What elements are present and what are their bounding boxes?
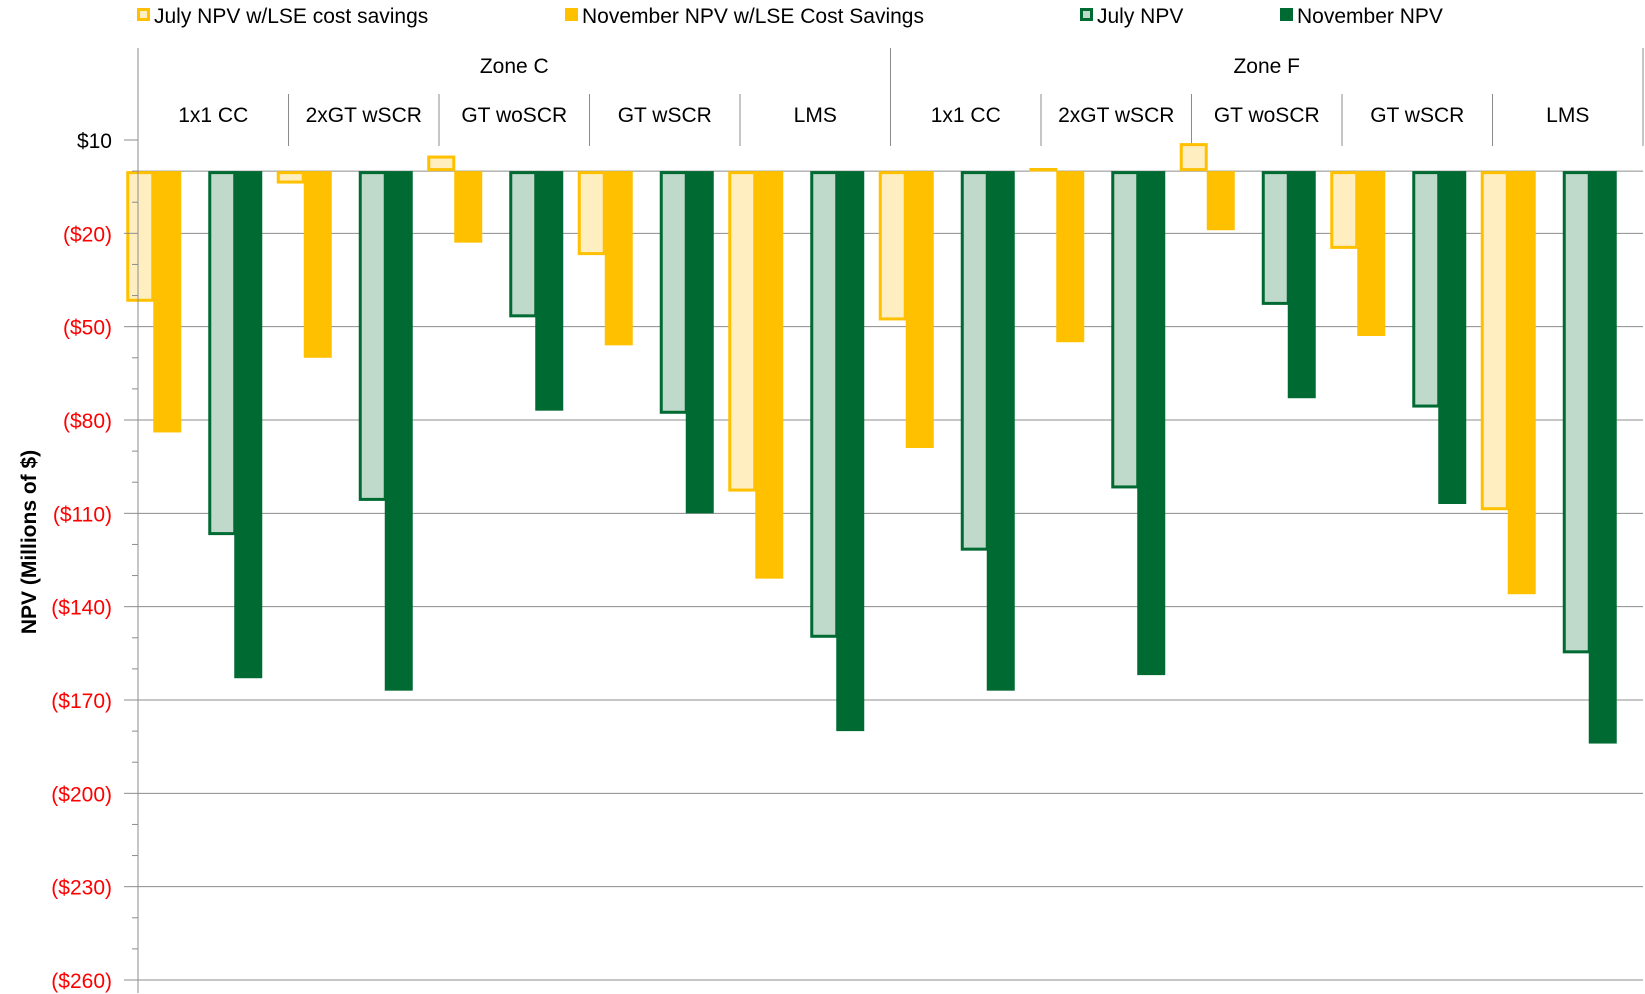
legend-label: November NPV [1297,5,1443,28]
y-tick-label: $10 [77,130,112,153]
y-tick-label: ($50) [63,317,112,340]
bar [427,155,456,172]
legend-label: July NPV w/LSE cost savings [154,5,428,28]
bar [1261,171,1290,305]
category-label: 2xGT wSCR [306,104,422,127]
bar [1330,171,1359,249]
bar [126,171,155,302]
legend-swatch [565,8,578,21]
bar [1357,171,1386,336]
y-tick-label: ($230) [51,877,112,900]
y-tick-label: ($200) [51,783,112,806]
bar [1029,168,1058,172]
bar [1206,171,1235,231]
category-label: GT woSCR [1214,104,1320,127]
bar [1179,143,1208,172]
bar [728,171,757,492]
category-label: GT woSCR [461,104,567,127]
bar [685,171,714,514]
bar [1507,171,1536,595]
legend-swatch [1280,8,1293,21]
category-label: LMS [1546,104,1589,127]
legend-label: November NPV w/LSE Cost Savings [582,5,924,28]
category-label: 2xGT wSCR [1058,104,1174,127]
category-label: GT wSCR [618,104,712,127]
bar [384,171,413,691]
bar [836,171,865,732]
bar [1111,171,1140,489]
bar [1137,171,1166,676]
bar [810,171,839,638]
bar [1588,171,1617,744]
bar [509,171,538,318]
legend-swatch [137,8,150,21]
y-axis: $10 ($20) ($50) ($80) ($110) ($140) ($170) ($20… [51,48,139,993]
bar [577,171,606,256]
bar [303,171,332,358]
category-header: 1x1 CC 2xGT wSCR GT woSCR GT wSCR LMS 1x1 CC 2… [137,48,1644,146]
zone-label: Zone F [1233,55,1300,78]
category-label: 1x1 CC [931,104,1001,127]
bar [234,171,263,679]
legend-swatch [1080,8,1093,21]
y-tick-label: ($170) [51,690,112,713]
bar [1056,171,1085,343]
category-label: 1x1 CC [178,104,248,127]
y-tick-label: ($140) [51,597,112,620]
legend-label: July NPV [1097,5,1183,28]
bar [1412,171,1441,408]
bar [755,171,784,579]
bar [276,171,305,184]
bar [1438,171,1467,504]
bar [986,171,1015,691]
bar [1480,171,1509,511]
bar [604,171,633,346]
bar [878,171,907,321]
bar [1287,171,1316,399]
y-axis-label: NPV (Millions of $) [18,450,41,634]
bar [905,171,934,448]
category-label: GT wSCR [1370,104,1464,127]
bar [358,171,387,501]
y-tick-label: ($80) [63,410,112,433]
legend: July NPV w/LSE cost savings November NPV … [137,5,1443,28]
bar [454,171,483,243]
bars [126,143,1617,744]
bar [1562,171,1591,654]
zone-label: Zone C [480,55,549,78]
bar [208,171,237,536]
y-tick-label: ($20) [63,223,112,246]
bar [659,171,688,414]
y-tick-label: ($110) [53,503,112,526]
bar [153,171,182,433]
bar [960,171,989,551]
y-tick-label: ($260) [51,970,112,993]
category-label: LMS [794,104,837,127]
bar [535,171,564,411]
